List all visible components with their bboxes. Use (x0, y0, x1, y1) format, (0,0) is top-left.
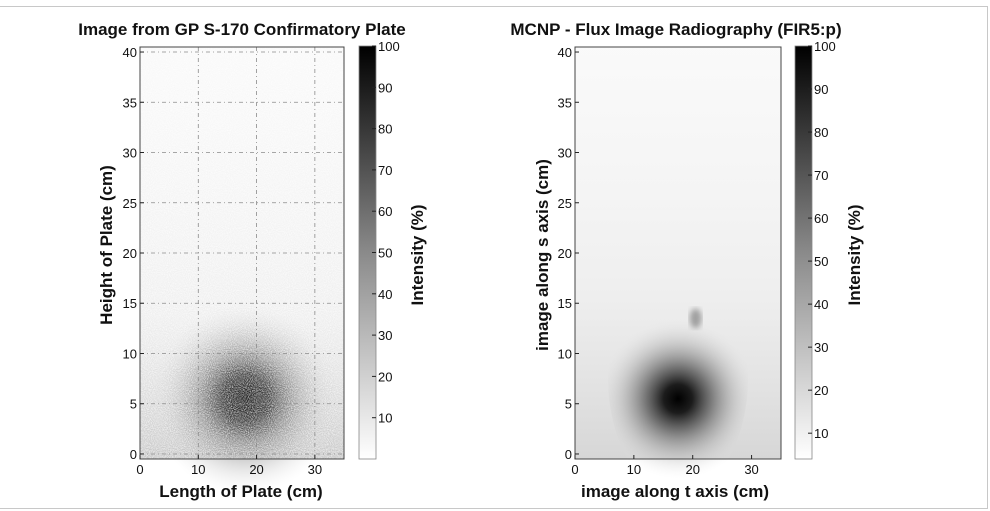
x-tick-label: 30 (744, 462, 758, 477)
y-tick-label: 35 (123, 95, 137, 110)
colorbar-gradient (794, 45, 813, 460)
right-chart-title: MCNP - Flux Image Radiography (FIR5:p) (510, 20, 841, 39)
x-tick-label: 10 (627, 462, 641, 477)
panel-right: MCNP - Flux Image Radiography (FIR5:p) 0… (510, 20, 864, 501)
y-tick-label: 35 (558, 95, 572, 110)
y-tick-label: 5 (130, 397, 137, 412)
colorbar-tick-label: 60 (814, 211, 828, 226)
y-tick-label: 0 (130, 447, 137, 462)
y-tick-label: 10 (558, 346, 572, 361)
secondary-spot (689, 308, 702, 329)
colorbar-tick-label: 10 (378, 411, 392, 426)
y-tick-label: 30 (558, 146, 572, 161)
colorbar-tick-label: 20 (378, 369, 392, 384)
left-chart-title: Image from GP S-170 Confirmatory Plate (78, 20, 406, 39)
x-tick-label: 30 (308, 462, 322, 477)
colorbar-tick-label: 80 (378, 122, 392, 137)
left-y-axis-label: Height of Plate (cm) (97, 165, 116, 325)
y-tick-label: 20 (123, 246, 137, 261)
right-x-axis-label: image along t axis (cm) (581, 482, 769, 501)
colorbar-tick-label: 30 (378, 328, 392, 343)
colorbar-tick-label: 20 (814, 383, 828, 398)
y-tick-label: 25 (558, 196, 572, 211)
right-y-axis-label: image along s axis (cm) (533, 159, 552, 351)
y-tick-label: 20 (558, 246, 572, 261)
x-tick-label: 0 (136, 462, 143, 477)
left-colorbar: 10 20 30 40 50 60 70 80 90 100 (358, 39, 400, 460)
y-tick-label: 10 (123, 346, 137, 361)
y-tick-label: 15 (123, 296, 137, 311)
y-tick-label: 25 (123, 196, 137, 211)
colorbar-tick-label: 80 (814, 125, 828, 140)
colorbar-tick-label: 100 (814, 39, 836, 54)
left-colorbar-label: Intensity (%) (408, 204, 427, 305)
y-tick-label: 5 (565, 397, 572, 412)
colorbar-tick-label: 50 (814, 254, 828, 269)
figure-border (0, 6, 988, 509)
y-tick-label: 0 (565, 447, 572, 462)
x-tick-label: 20 (685, 462, 699, 477)
colorbar-tick-label: 40 (378, 287, 392, 302)
y-tick-label: 40 (123, 45, 137, 60)
left-plot-area: 0 10 20 30 0 5 10 15 20 25 30 35 40 (123, 45, 345, 504)
y-tick-label: 15 (558, 296, 572, 311)
colorbar-tick-label: 90 (814, 82, 828, 97)
colorbar-tick-label: 70 (814, 168, 828, 183)
colorbar-tick-label: 40 (814, 297, 828, 312)
right-colorbar-label: Intensity (%) (845, 204, 864, 305)
colorbar-tick-label: 70 (378, 163, 392, 178)
right-colorbar: 10 20 30 40 50 60 70 80 90 100 (794, 39, 836, 460)
colorbar-tick-label: 90 (378, 80, 392, 95)
right-plot-area: 0 10 20 30 0 5 10 15 20 25 30 35 40 (558, 45, 782, 494)
y-tick-label: 40 (558, 45, 572, 60)
y-tick-label: 30 (123, 146, 137, 161)
hotspot (608, 263, 748, 494)
panel-left: Image from GP S-170 Confirmatory Plate 0… (78, 20, 427, 504)
colorbar-tick-label: 50 (378, 246, 392, 261)
colorbar-tick-label: 30 (814, 340, 828, 355)
colorbar-tick-label: 60 (378, 204, 392, 219)
colorbar-tick-label: 10 (814, 426, 828, 441)
x-tick-label: 20 (249, 462, 263, 477)
colorbar-tick-label: 100 (378, 39, 400, 54)
left-x-axis-label: Length of Plate (cm) (159, 482, 322, 501)
x-tick-label: 0 (571, 462, 578, 477)
x-tick-label: 10 (191, 462, 205, 477)
